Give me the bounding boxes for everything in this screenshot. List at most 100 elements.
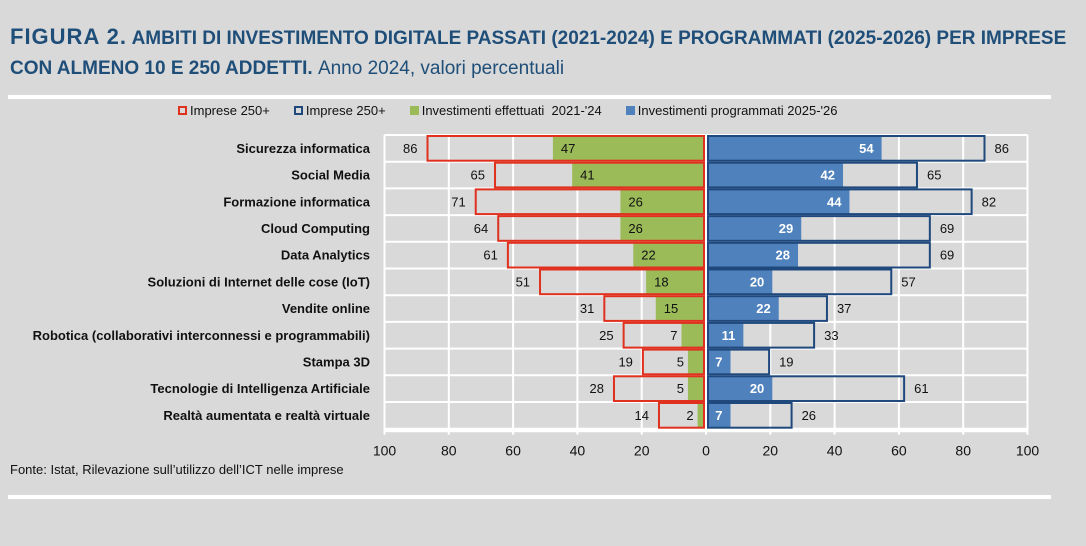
x-tick-label: 60 <box>505 443 521 459</box>
value-label-green: 5 <box>677 354 684 369</box>
bar-investimenti-effettuati <box>620 189 704 215</box>
figure-number: FIGURA 2. <box>10 24 127 49</box>
bar-investimenti-programmati <box>708 322 744 348</box>
bar-investimenti-programmati <box>708 136 882 161</box>
bar-investimenti-programmati <box>708 269 773 295</box>
category-label: Vendite online <box>282 301 370 316</box>
bar-investimenti-programmati <box>708 349 731 375</box>
outline-imprese-250-right <box>707 375 906 402</box>
value-label-blue: 54 <box>859 141 874 156</box>
category-label: Soluzioni di Internet delle cose (IoT) <box>148 274 370 289</box>
value-label-green: 26 <box>628 221 642 236</box>
outline-imprese-250-right <box>707 161 918 189</box>
legend-item-blue: Investimenti programmati 2025-'26 <box>625 103 838 118</box>
outline-imprese-250-left <box>494 161 705 189</box>
legend: Imprese 250+ Imprese 250+ Investimenti e… <box>178 103 862 118</box>
x-tick-label: 100 <box>373 443 397 459</box>
value-label-green: 26 <box>628 194 642 209</box>
source-note: Fonte: Istat, Rilevazione sull’utilizzo … <box>10 462 344 477</box>
outline-imprese-250-right <box>707 268 893 296</box>
value-label-red: 65 <box>471 168 485 183</box>
outline-imprese-250-right <box>707 135 986 162</box>
bar-investimenti-programmati <box>708 162 844 188</box>
bar-investimenti-effettuati <box>681 322 704 348</box>
value-label-blue: 42 <box>821 168 835 183</box>
legend-item-red: Imprese 250+ <box>178 103 270 118</box>
value-label-blue: 7 <box>715 354 722 369</box>
value-label-darkblue: 33 <box>824 328 838 343</box>
bar-investimenti-effettuati <box>620 216 704 241</box>
value-label-red: 19 <box>618 354 632 369</box>
legend-label: Investimenti programmati 2025-'26 <box>637 103 838 118</box>
value-label-darkblue: 37 <box>837 301 851 316</box>
outline-imprese-250-left <box>657 402 705 429</box>
bar-investimenti-effettuati <box>697 403 704 428</box>
bar-investimenti-programmati <box>708 403 731 428</box>
outline-imprese-250-left <box>426 135 705 162</box>
value-label-blue: 44 <box>827 194 842 209</box>
legend-item-green: Investimenti effettuati 2021-'24 <box>409 103 602 118</box>
value-label-red: 25 <box>599 328 613 343</box>
category-label: Realtà aumentata e realtà virtuale <box>163 408 370 423</box>
value-label-blue: 7 <box>715 408 722 423</box>
bar-investimenti-programmati <box>708 242 799 268</box>
value-label-darkblue: 61 <box>914 381 928 396</box>
bar-investimenti-effettuati <box>655 296 704 321</box>
value-label-red: 31 <box>580 301 594 316</box>
legend-label: Investimenti effettuati 2021-'24 <box>421 103 602 118</box>
category-label: Tecnologie di Intelligenza Artificiale <box>150 381 370 396</box>
x-tick-label: 60 <box>891 443 907 459</box>
value-label-blue: 20 <box>750 274 764 289</box>
title-subtitle: Anno 2024, valori percentuali <box>317 58 565 79</box>
outline-imprese-250-left <box>474 188 705 216</box>
value-label-green: 5 <box>677 381 684 396</box>
x-tick-label: 80 <box>441 443 457 459</box>
x-tick-label: 20 <box>763 443 779 459</box>
value-label-green: 47 <box>561 141 575 156</box>
outline-imprese-250-right <box>707 241 931 269</box>
value-label-darkblue: 69 <box>940 248 954 263</box>
value-label-blue: 29 <box>779 221 793 236</box>
outline-imprese-250-right <box>707 348 771 376</box>
legend-label: Imprese 250+ <box>190 103 270 118</box>
value-label-darkblue: 69 <box>940 221 954 236</box>
value-label-green: 18 <box>654 274 668 289</box>
value-label-blue: 22 <box>756 301 770 316</box>
x-tick-label: 40 <box>570 443 586 459</box>
bar-investimenti-effettuati <box>646 269 704 295</box>
value-label-blue: 11 <box>722 328 736 343</box>
outline-imprese-250-left <box>612 375 705 402</box>
legend-swatch-green <box>409 106 419 115</box>
value-label-blue: 20 <box>750 381 764 396</box>
value-label-red: 61 <box>483 248 497 263</box>
value-label-green: 15 <box>664 301 678 316</box>
outline-imprese-250-right <box>707 215 931 242</box>
category-label: Cloud Computing <box>261 221 370 236</box>
x-tick-label: 20 <box>634 443 650 459</box>
outline-imprese-250-left <box>539 268 705 296</box>
outline-imprese-250-right <box>707 321 816 349</box>
bar-investimenti-effettuati <box>572 162 704 188</box>
value-label-red: 51 <box>516 274 530 289</box>
x-tick-label: 100 <box>1016 443 1040 459</box>
bottom-rule <box>8 495 1051 499</box>
legend-swatch-blue <box>625 106 635 115</box>
value-label-red: 86 <box>403 141 417 156</box>
legend-label: Imprese 250+ <box>305 103 386 118</box>
category-label: Social Media <box>291 168 371 183</box>
bar-investimenti-effettuati <box>687 349 704 375</box>
category-label: Data Analytics <box>281 248 370 263</box>
bar-investimenti-effettuati <box>633 242 704 268</box>
category-label: Formazione informatica <box>223 194 370 209</box>
value-label-darkblue: 65 <box>927 168 941 183</box>
outline-imprese-250-left <box>506 241 706 269</box>
x-tick-label: 0 <box>702 443 710 459</box>
value-label-red: 71 <box>451 194 465 209</box>
value-label-red: 28 <box>590 381 604 396</box>
outline-imprese-250-left <box>497 215 705 242</box>
bar-investimenti-programmati <box>708 376 773 401</box>
category-label: Robotica (collaborativi interconnessi e … <box>33 328 370 343</box>
value-label-darkblue: 19 <box>779 354 793 369</box>
figure-title: FIGURA 2. AMBITI DI INVESTIMENTO DIGITAL… <box>10 22 1080 84</box>
